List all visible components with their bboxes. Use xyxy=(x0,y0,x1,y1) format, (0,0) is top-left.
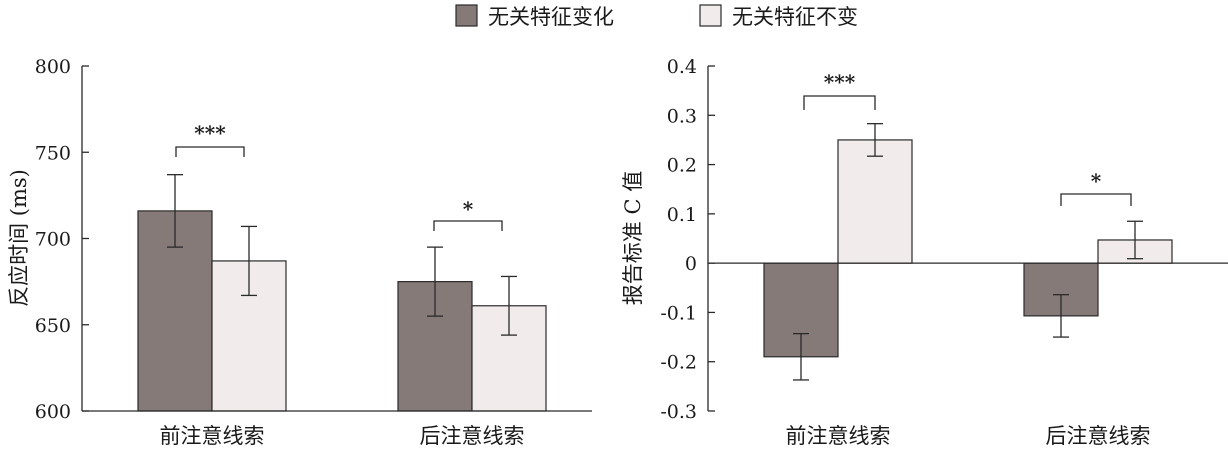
legend: 无关特征变化 无关特征不变 xyxy=(455,4,858,29)
y-axis-label: 反应时间 (ms) xyxy=(7,169,31,307)
legend-label-2: 无关特征不变 xyxy=(732,5,858,29)
y-tick-label-4: 0 xyxy=(685,253,697,275)
significance-bracket-2 xyxy=(1060,193,1132,206)
legend-swatch-2 xyxy=(699,4,722,27)
y-tick-label-5: 0.1 xyxy=(667,204,697,226)
y-tick-label-1: -0.3 xyxy=(660,401,697,423)
significance-bracket-1 xyxy=(803,95,876,110)
y-tick-label-4: 750 xyxy=(35,142,71,164)
significance-bracket-2 xyxy=(433,220,503,231)
significance-label-1: *** xyxy=(824,70,856,94)
y-axis-label: 报告标准 C 值 xyxy=(621,171,645,305)
category-label-2: 后注意线索 xyxy=(420,424,525,446)
significance-bracket-1 xyxy=(175,146,245,157)
y-tick-label-2: 650 xyxy=(35,315,71,337)
criterion-c-chart: -0.3 -0.2 -0.1 0 0.1 0.2 0.3 0.4 前注意线索 后注意线索 报告标准 … xyxy=(621,56,1228,448)
significance-label-2: * xyxy=(1091,169,1102,193)
y-tick-label-3: -0.1 xyxy=(660,302,697,324)
y-tick-label-6: 0.2 xyxy=(667,155,697,177)
category-label-2: 后注意线索 xyxy=(1046,424,1151,446)
legend-label-1: 无关特征变化 xyxy=(488,5,614,29)
y-tick-label-7: 0.3 xyxy=(667,105,697,127)
category-label-1: 前注意线索 xyxy=(786,424,891,446)
legend-swatch-1 xyxy=(455,4,478,27)
y-tick-label-8: 0.4 xyxy=(667,56,697,78)
y-tick-label-3: 700 xyxy=(35,229,71,251)
y-tick-label-1: 600 xyxy=(35,401,71,423)
category-label-1: 前注意线索 xyxy=(160,424,265,446)
y-tick-label-5: 800 xyxy=(35,56,71,78)
y-tick-label-2: -0.2 xyxy=(660,352,697,374)
significance-label-1: *** xyxy=(194,121,226,145)
bar-1-series-2 xyxy=(837,139,913,264)
significance-label-2: * xyxy=(463,197,474,221)
